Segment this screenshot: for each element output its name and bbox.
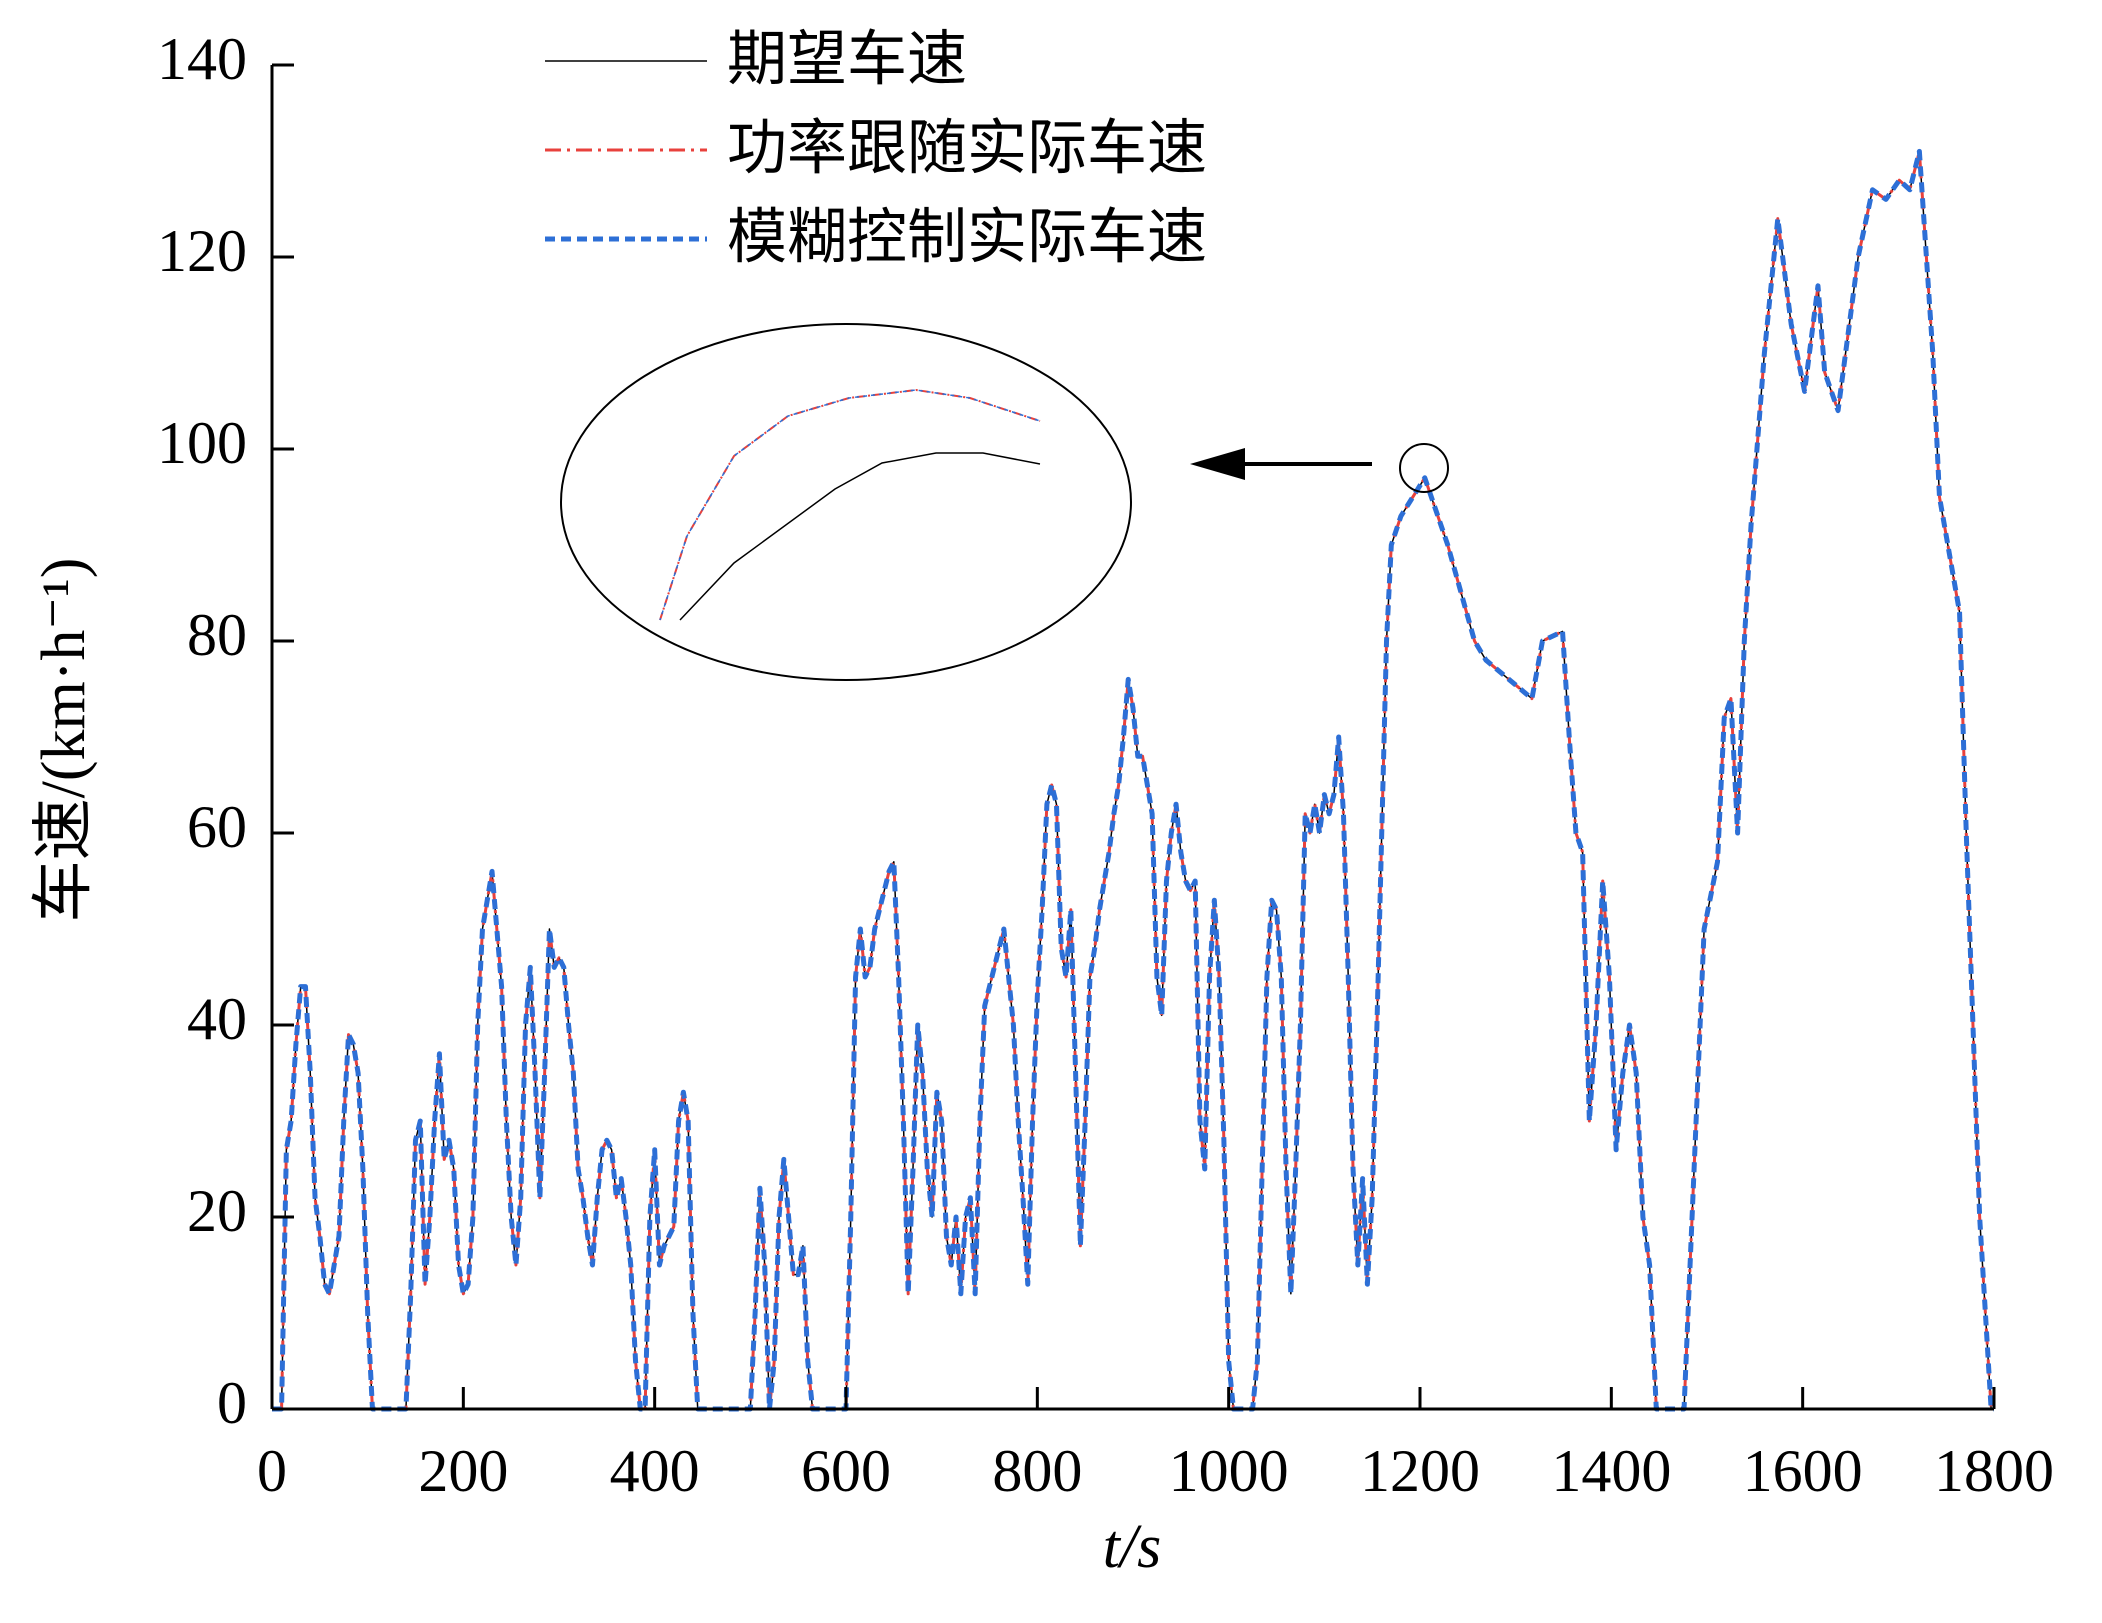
- x-tick-label: 1400: [1551, 1438, 1671, 1504]
- y-tick-label: 40: [187, 986, 247, 1052]
- x-tick-label: 0: [257, 1438, 287, 1504]
- x-tick-label: 1200: [1360, 1438, 1480, 1504]
- series-line: [272, 148, 1994, 1412]
- x-tick-label: 400: [610, 1438, 700, 1504]
- legend-label: 功率跟随实际车速: [727, 114, 1207, 184]
- plot-area: [272, 148, 1994, 1412]
- x-tick-label: 1600: [1743, 1438, 1863, 1504]
- x-tick-label: 1000: [1169, 1438, 1289, 1504]
- y-tick-label: 100: [157, 410, 247, 476]
- legend-label: 期望车速: [727, 25, 967, 95]
- y-tick-label: 120: [157, 218, 247, 284]
- y-tick-label: 140: [157, 26, 247, 92]
- zoom-circle: [1399, 443, 1449, 493]
- inset: [560, 323, 1449, 681]
- x-tick-label: 200: [418, 1438, 508, 1504]
- legend-label: 模糊控制实际车速: [727, 203, 1207, 273]
- x-tick-label: 1800: [1934, 1438, 2054, 1504]
- arrow-head: [1190, 448, 1245, 480]
- inset-curve: [679, 452, 1041, 621]
- y-tick-label: 20: [187, 1178, 247, 1244]
- x-tick-label: 800: [992, 1438, 1082, 1504]
- y-tick-label: 0: [217, 1370, 247, 1436]
- y-axis-title: 车速/(km·h⁻¹): [30, 558, 98, 923]
- y-tick-label: 80: [187, 602, 247, 668]
- inset-curve: [659, 389, 1041, 621]
- y-tick-label: 60: [187, 794, 247, 860]
- x-axis-title: t/s: [1103, 1513, 1162, 1581]
- x-tick-label: 600: [801, 1438, 891, 1504]
- inset-ellipse: [560, 323, 1132, 681]
